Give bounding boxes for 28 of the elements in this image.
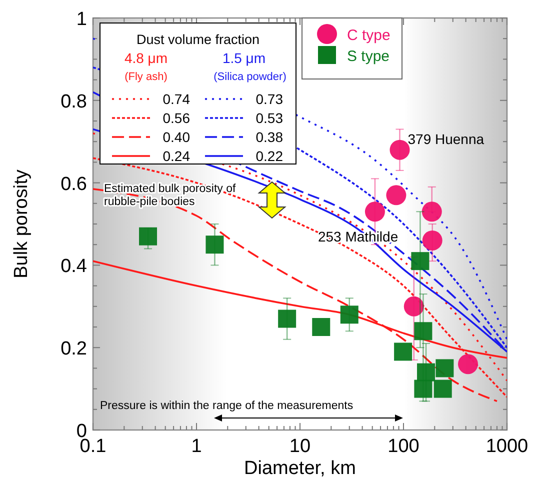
legend-title: Dust volume fraction xyxy=(136,32,260,47)
y-tick-label: 0.4 xyxy=(60,256,88,278)
legend-label: S type xyxy=(347,48,390,65)
legend-label: 0.24 xyxy=(162,148,190,164)
y-axis-title: Bulk porosity xyxy=(11,169,32,278)
y-tick-label: 0.8 xyxy=(60,91,87,112)
x-tick-label: 100 xyxy=(388,436,420,457)
annotation: 1.5 μm xyxy=(222,50,266,66)
x-axis-title: Diameter, km xyxy=(244,458,356,479)
legend-label: 0.22 xyxy=(256,148,284,164)
annotation: 379 Huenna xyxy=(408,130,484,147)
legend-label: 0.56 xyxy=(162,110,190,126)
annotation: 4.8 μm xyxy=(124,50,168,66)
annotation: (Silica powder) xyxy=(214,71,286,83)
y-tick-label: 0.2 xyxy=(60,338,87,360)
legend-label: 0.40 xyxy=(162,129,190,145)
x-tick-label: 1 xyxy=(191,436,202,457)
annotation: Pressure is within the range of the measurements xyxy=(100,400,354,412)
legend-label: 0.73 xyxy=(256,91,284,107)
y-tick-label: 1 xyxy=(76,9,87,30)
legend-label: 0.53 xyxy=(256,110,284,126)
x-tick-label: 10 xyxy=(289,436,311,457)
x-tick-label: 1000 xyxy=(486,436,528,457)
legend-label: 0.38 xyxy=(256,129,284,145)
annotation: (Fly ash) xyxy=(124,71,168,83)
legend-label: 0.74 xyxy=(162,91,190,107)
legend-label: C type xyxy=(347,27,390,44)
y-tick-label: 0.6 xyxy=(60,174,87,195)
